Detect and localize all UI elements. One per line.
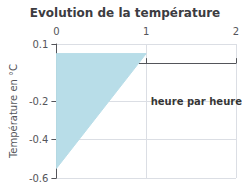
svg-text:-0.6: -0.6 bbox=[29, 173, 49, 184]
svg-text:0.1: 0.1 bbox=[33, 39, 49, 50]
svg-text:1: 1 bbox=[143, 26, 149, 37]
svg-text:-0.2: -0.2 bbox=[29, 96, 49, 107]
svg-text:2: 2 bbox=[233, 26, 239, 37]
svg-text:Evolution de la température: Evolution de la température bbox=[30, 6, 221, 20]
svg-text:heure par heure: heure par heure bbox=[151, 96, 242, 107]
svg-text:0: 0 bbox=[53, 26, 59, 37]
svg-text:-0.4: -0.4 bbox=[29, 134, 49, 145]
svg-text:Température en °C: Température en °C bbox=[8, 64, 19, 159]
